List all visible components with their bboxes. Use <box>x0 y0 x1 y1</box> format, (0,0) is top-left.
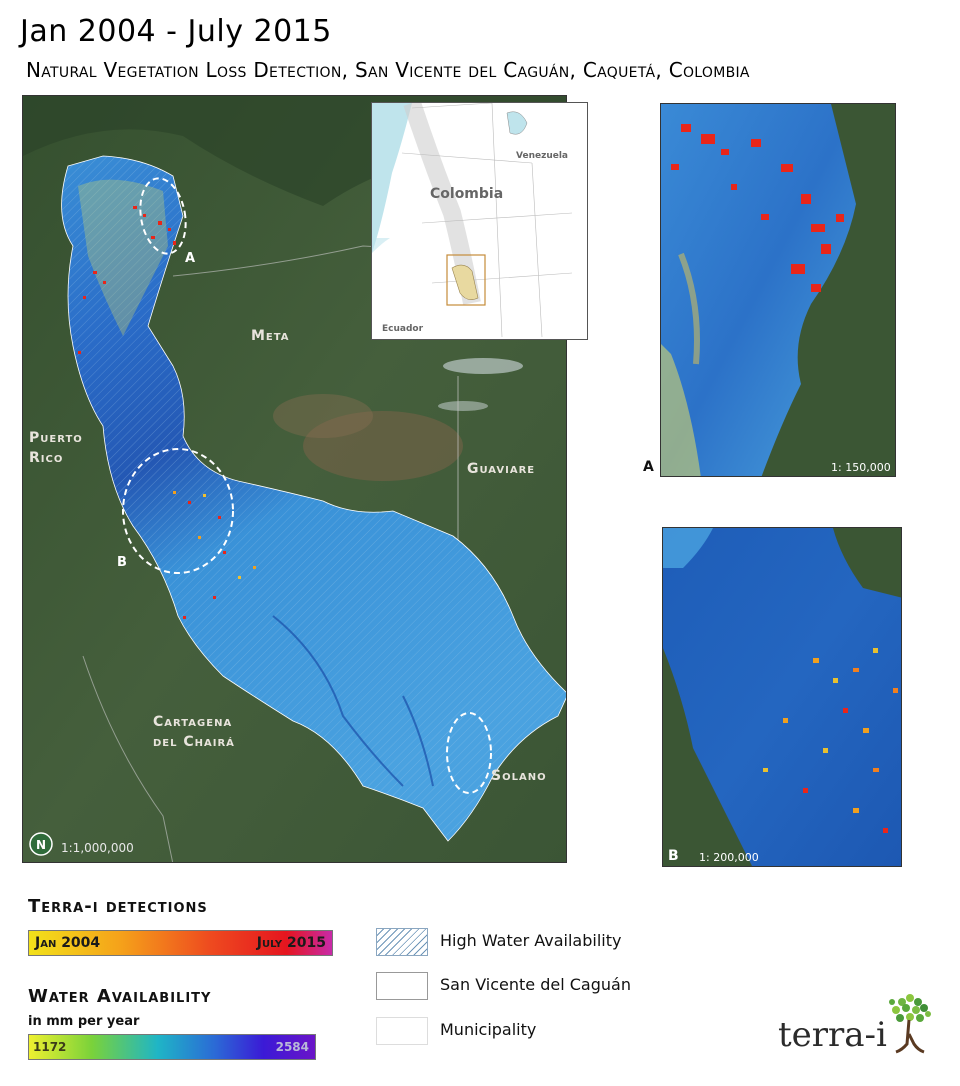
legend-water-title: Water Availability <box>28 986 212 1007</box>
tree-icon: terra-i <box>778 994 931 1055</box>
zoom-area-b <box>122 448 234 574</box>
terra-i-logo: terra-i <box>776 984 936 1064</box>
region-puerto-rico-line2: Rico <box>29 450 63 466</box>
legend-municipality-label: Municipality <box>440 1020 537 1039</box>
river <box>272 615 404 787</box>
inset-map-a: 1: 150,000 <box>660 103 896 477</box>
region-guaviare: Guaviare <box>467 461 535 477</box>
main-map-scale: 1:1,000,000 <box>61 841 134 855</box>
detections-end-label: July 2015 <box>256 935 326 951</box>
inset-b-label: B <box>668 848 679 864</box>
legend-detections-title: Terra-i detections <box>28 896 208 917</box>
cleared-land <box>273 394 373 438</box>
marker-b: B <box>117 555 127 570</box>
detections-start-label: Jan 2004 <box>35 935 101 951</box>
locator-venezuela: Venezuela <box>516 151 568 161</box>
pacific-ocean <box>372 103 412 253</box>
locator-country: Colombia <box>430 186 503 202</box>
lake <box>506 111 528 135</box>
cloud <box>438 401 488 411</box>
study-extent-box <box>446 254 486 306</box>
inset-map-b: 1: 200,000 <box>662 527 902 867</box>
caguan-locator <box>451 264 479 300</box>
locator-map-canvas: Colombia Venezuela Ecuador <box>372 103 585 337</box>
cleared-land <box>303 411 463 481</box>
water-color-ramp: 1172 2584 <box>28 1034 316 1060</box>
north-symbol: N <box>36 838 46 852</box>
legend-swatch-municipality <box>376 1017 428 1045</box>
detections-b <box>173 491 256 619</box>
marker-a: A <box>185 251 195 266</box>
water-max-label: 2584 <box>275 1040 309 1054</box>
region-solano: Solano <box>491 768 547 784</box>
inset-b-study-area <box>663 528 901 866</box>
logo-text: terra-i <box>778 1015 887 1055</box>
inset-b-canvas: 1: 200,000 <box>663 528 901 866</box>
municipality-border <box>82 655 174 862</box>
inset-a-low-water <box>661 344 701 476</box>
detections-color-ramp: Jan 2004 July 2015 <box>28 930 333 956</box>
map-title: Jan 2004 - July 2015 <box>20 14 332 49</box>
river <box>402 695 434 787</box>
locator-ecuador: Ecuador <box>382 324 424 334</box>
cloud <box>443 358 523 374</box>
map-subtitle: Natural Vegetation Loss Detection, San V… <box>26 58 750 82</box>
region-puerto-rico-line1: Puerto <box>29 430 83 446</box>
legend-swatch-san-vicente <box>376 972 428 1000</box>
locator-map: Colombia Venezuela Ecuador <box>371 102 588 340</box>
inset-a-canvas: 1: 150,000 <box>661 104 895 476</box>
inset-b-detections <box>763 648 898 833</box>
inset-b-scale: 1: 200,000 <box>699 851 759 864</box>
region-cartagena-line2: del Chairá <box>153 734 235 750</box>
inset-a-scale: 1: 150,000 <box>831 461 891 474</box>
municipality-border <box>172 245 564 277</box>
inset-a-detections <box>671 124 844 292</box>
region-meta: Meta <box>251 328 290 344</box>
detections-a <box>78 206 176 354</box>
legend-swatch-high-water <box>376 928 428 956</box>
admin-borders <box>401 103 573 337</box>
region-cartagena-line1: Cartagena <box>153 714 232 730</box>
north-arrow-icon <box>29 832 53 856</box>
legend-water-unit: in mm per year <box>28 1014 140 1029</box>
low-water-zone <box>78 179 168 336</box>
high-water-hatching <box>61 156 566 841</box>
inset-a-label: A <box>643 459 654 475</box>
legend-san-vicente-label: San Vicente del Caguán <box>440 975 631 994</box>
legend-high-water-label: High Water Availability <box>440 931 622 950</box>
highlight-solano <box>446 712 492 794</box>
water-min-label: 1172 <box>33 1040 67 1054</box>
zoom-area-a <box>139 177 187 255</box>
